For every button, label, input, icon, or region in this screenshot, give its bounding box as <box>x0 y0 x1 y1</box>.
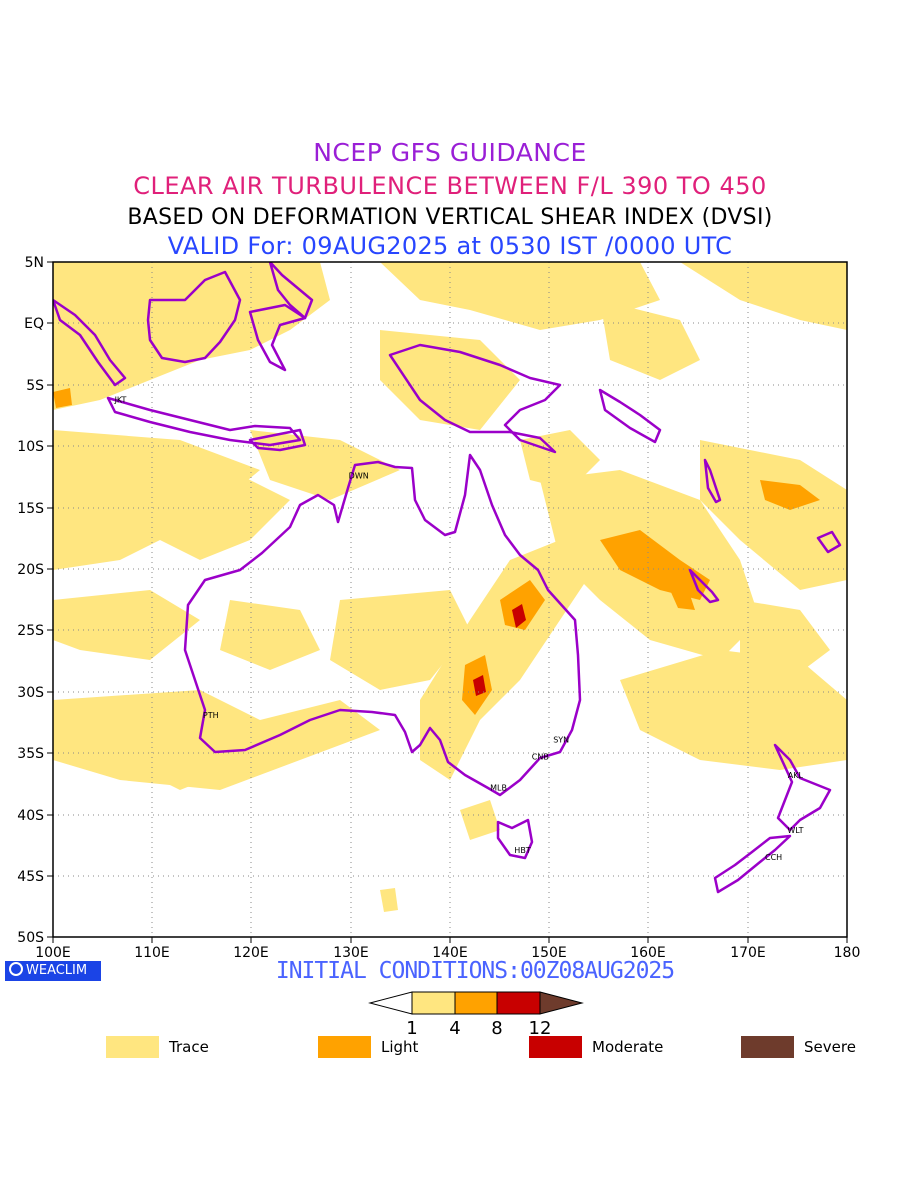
colorbar-trace-segment <box>411 991 456 1015</box>
city-label-jkt: JKT <box>114 396 127 405</box>
legend-label-severe: Severe <box>804 1038 856 1056</box>
tick-marks <box>47 261 848 943</box>
philippines-mindanao-coastline <box>268 262 314 320</box>
moderate-areas <box>473 604 526 696</box>
city-label-cnb: CNB <box>532 753 549 762</box>
city-labels: JKT DWN PTH SYN CNB MLB HBT AKL WLT CCH <box>114 396 804 863</box>
city-label-cch: CCH <box>765 853 782 862</box>
lon-label: 130E <box>333 945 369 961</box>
colorbar-tick: 4 <box>449 1018 460 1039</box>
lon-label: 170E <box>730 945 766 961</box>
lat-label: 50S <box>17 930 44 946</box>
city-label-dwn: DWN <box>349 472 369 481</box>
legend-swatch-severe <box>741 1036 794 1058</box>
colorbar-light-segment <box>454 991 498 1015</box>
lat-label: 35S <box>17 746 44 762</box>
title-line-1: NCEP GFS GUIDANCE <box>313 138 587 167</box>
colorbar-tick: 8 <box>491 1018 502 1039</box>
lon-label: 120E <box>233 945 269 961</box>
borneo-coastline <box>146 270 242 364</box>
lon-label: 100E <box>35 945 71 961</box>
sulawesi-coastline <box>248 303 307 372</box>
lat-label: 5N <box>25 255 44 271</box>
logo-ring-icon <box>9 962 23 976</box>
lat-label: 25S <box>17 623 44 639</box>
solomon-coastline <box>598 388 662 444</box>
colorbar-moderate-segment <box>496 991 541 1015</box>
colorbar-severe-arrow <box>539 991 584 1015</box>
colorbar-under-arrow <box>368 991 413 1015</box>
lon-label: 140E <box>432 945 468 961</box>
lat-label: 45S <box>17 869 44 885</box>
lat-label: 30S <box>17 685 44 701</box>
new-caledonia-coastline <box>688 568 720 604</box>
lon-label: 110E <box>134 945 170 961</box>
legend-swatch-light <box>318 1036 371 1058</box>
lat-label: 5S <box>26 378 44 394</box>
legend-swatch-trace <box>106 1036 159 1058</box>
australia-coastline <box>183 453 582 797</box>
new-zealand-north-coastline <box>773 743 832 832</box>
logo-text: WEACLIM <box>26 963 88 978</box>
lon-label: 180 <box>834 945 861 961</box>
coastlines <box>53 262 842 894</box>
city-label-hbt: HBT <box>514 846 531 855</box>
tasmania-coastline <box>496 818 534 860</box>
vanuatu-coastline <box>703 458 722 504</box>
title-line-2: CLEAR AIR TURBULENCE BETWEEN F/L 390 TO … <box>133 172 767 200</box>
longitude-labels: 100E 110E 120E 130E 140E 150E 160E 170E … <box>35 945 860 961</box>
colorbar: 1 4 8 12 <box>368 991 584 1039</box>
latitude-labels: 5N EQ 5S 10S 15S 20S 25S 30S 35S 40S 45S… <box>17 255 44 946</box>
initial-conditions-label: INITIAL CONDITIONS:00Z08AUG2025 <box>275 958 675 984</box>
fiji-coastline <box>816 530 842 554</box>
legend-label-moderate: Moderate <box>592 1038 664 1056</box>
lat-label: 15S <box>17 501 44 517</box>
city-label-pth: PTH <box>203 711 219 720</box>
legend-swatch-moderate <box>529 1036 582 1058</box>
lat-label: 10S <box>17 439 44 455</box>
title-line-3: BASED ON DEFORMATION VERTICAL SHEAR INDE… <box>127 205 773 230</box>
lon-label: 150E <box>531 945 567 961</box>
weaclim-logo: WEACLIM <box>5 961 101 981</box>
new-guinea-coastline <box>388 343 562 454</box>
title-valid-time: VALID For: 09AUG2025 at 0530 IST /0000 U… <box>167 232 733 260</box>
lat-label: EQ <box>24 316 44 332</box>
city-label-akl: AKL <box>788 771 804 780</box>
colorbar-tick: 1 <box>406 1018 417 1039</box>
city-label-syn: SYN <box>553 735 569 744</box>
lat-label: 40S <box>17 808 44 824</box>
city-label-wlt: WLT <box>787 826 803 835</box>
lat-label: 20S <box>17 562 44 578</box>
lon-label: 160E <box>630 945 666 961</box>
new-zealand-south-coastline <box>713 834 792 894</box>
legend-label-light: Light <box>381 1038 419 1056</box>
city-label-mlb: MLB <box>490 783 507 792</box>
turbulence-fields <box>53 262 847 912</box>
legend-label-trace: Trace <box>169 1038 209 1056</box>
timor-coastline <box>248 428 307 452</box>
sumatra-java-coastline <box>53 298 302 447</box>
colorbar-tick: 12 <box>529 1018 552 1039</box>
